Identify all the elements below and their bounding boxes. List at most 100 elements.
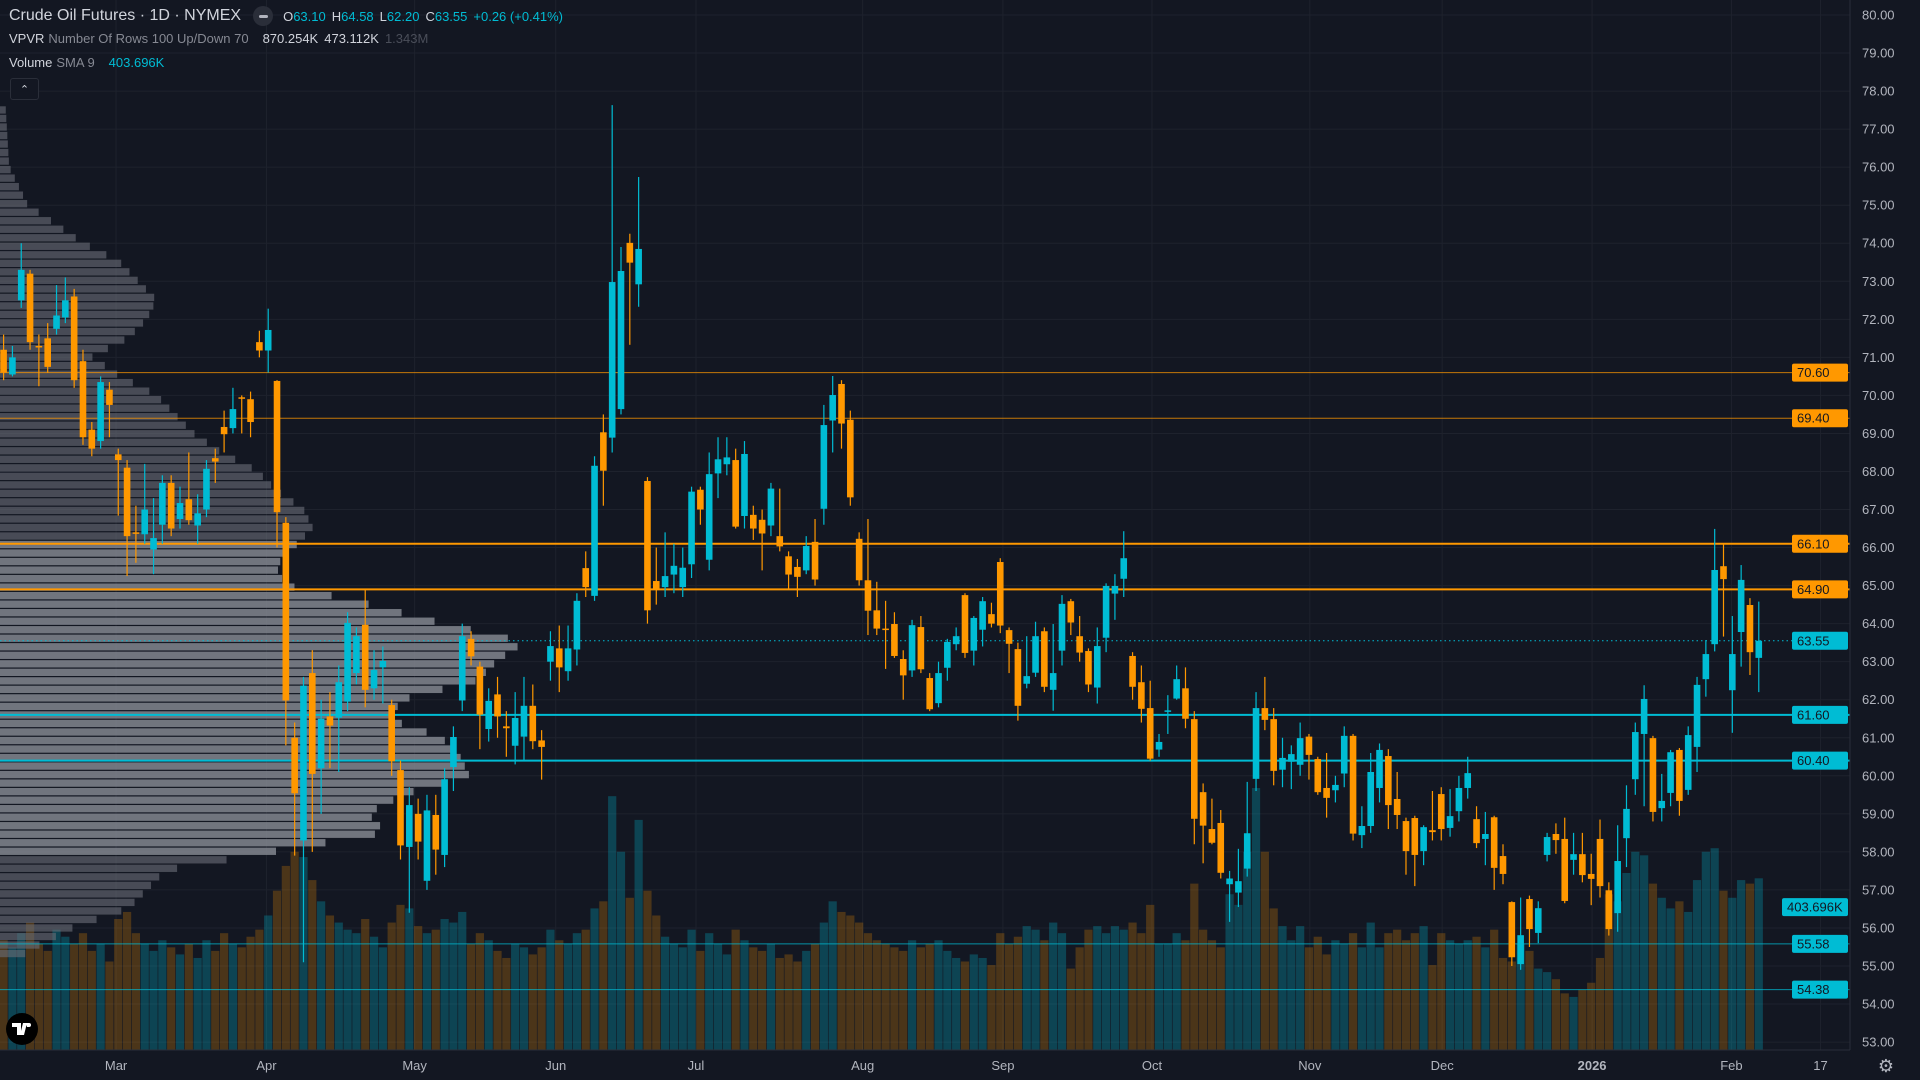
vpvr-legend[interactable]: VPVR Number Of Rows 100 Up/Down 70 870.2… (9, 31, 428, 46)
vpvr-row (0, 524, 313, 531)
volume-bar (1261, 852, 1269, 1050)
candle-body (300, 686, 307, 841)
line-price-tag: 61.60 (1792, 706, 1848, 724)
vpvr-row (0, 933, 56, 940)
volume-bar (317, 901, 325, 1050)
candle-body (1253, 708, 1260, 779)
vpvr-row (0, 370, 117, 377)
candle-body (1217, 823, 1224, 873)
time-tick-label: Nov (1298, 1058, 1322, 1073)
vpvr-row (0, 226, 63, 233)
price-tick-label: 70.00 (1862, 388, 1895, 403)
candle-body (397, 770, 404, 845)
volume-bar (264, 915, 272, 1050)
volume-bar (238, 947, 246, 1050)
candle-body (203, 469, 210, 510)
volume-bar (573, 933, 581, 1050)
price-tick-label: 54.00 (1862, 997, 1895, 1012)
price-tick-label: 76.00 (1862, 160, 1895, 175)
volume-bar (670, 944, 678, 1050)
candle-body (221, 427, 228, 434)
price-tick-label: 63.00 (1862, 654, 1895, 669)
volume-bar (105, 962, 113, 1051)
vpvr-row (0, 379, 133, 386)
line-price-tag: 64.90 (1792, 580, 1848, 598)
candle-body (1270, 719, 1277, 771)
candle (397, 761, 404, 860)
candle-body (1085, 651, 1092, 684)
vpvr-row (0, 422, 186, 429)
line-price-tag-text: 55.58 (1797, 936, 1830, 951)
vpvr-row (0, 856, 227, 863)
volume-bar (1711, 848, 1719, 1050)
vpvr-row (0, 601, 369, 608)
price-tick-label: 55.00 (1862, 959, 1895, 974)
minus-icon (259, 15, 268, 18)
candle-body (1500, 856, 1507, 874)
settings-gear-icon[interactable]: ⚙ (1876, 1056, 1896, 1076)
candle (997, 558, 1004, 633)
candle (27, 270, 34, 350)
tradingview-logo[interactable] (6, 1013, 38, 1045)
price-tick-label: 69.00 (1862, 426, 1895, 441)
volume-bar (414, 926, 422, 1050)
hide-legend-button[interactable] (253, 6, 273, 26)
candle-body (327, 716, 334, 725)
time-tick-label: Dec (1431, 1058, 1455, 1073)
vpvr-row (0, 865, 177, 872)
volume-sma-value: 403.696K (109, 55, 165, 70)
vpvr-row (0, 745, 453, 752)
candle-body (1641, 699, 1648, 734)
volume-bar (220, 933, 228, 1050)
candle-body (750, 515, 757, 529)
candle-body (1323, 788, 1330, 798)
candle-body (503, 726, 510, 728)
candle-body (1412, 818, 1419, 855)
vpvr-row (0, 618, 435, 625)
vpvr-row (0, 907, 121, 914)
candle-body (856, 539, 863, 580)
volume-bar (1384, 933, 1392, 1050)
candle-body (900, 659, 907, 675)
volume-bar (308, 880, 316, 1050)
close-value: 63.55 (435, 9, 468, 24)
volume-bar (1420, 926, 1428, 1050)
candle-body (186, 499, 193, 520)
volume-legend[interactable]: Volume SMA 9 403.696K (9, 55, 164, 70)
candle-body (1076, 636, 1083, 652)
line-price-tag: 54.38 (1792, 981, 1848, 999)
volume-bar (1278, 926, 1286, 1050)
volume-bar (626, 898, 634, 1050)
candle-body (1658, 801, 1665, 808)
close-label: C (425, 9, 434, 24)
candle-body (962, 595, 969, 653)
volume-bar (1746, 884, 1754, 1050)
collapse-legend-button[interactable]: ⌃ (10, 78, 39, 100)
time-tick-label: Oct (1142, 1058, 1163, 1073)
candle (591, 456, 598, 601)
candle-body (821, 425, 828, 509)
candle-body (362, 625, 369, 690)
volume-bar (979, 958, 987, 1050)
vpvr-row (0, 234, 76, 241)
candle-body (291, 738, 298, 794)
vpvr-row (0, 822, 380, 829)
volume-bar (679, 947, 687, 1050)
volume-bar (1296, 926, 1304, 1050)
volume-bar (1164, 944, 1172, 1050)
candle-body (847, 420, 854, 498)
candle-body (168, 483, 175, 529)
volume-bar (1658, 898, 1666, 1050)
volume-bar (158, 940, 166, 1050)
candle-body (406, 805, 413, 847)
candle-body (635, 249, 642, 284)
volume-bar (776, 958, 784, 1050)
candle-body (124, 468, 131, 536)
volume-bar (1508, 962, 1516, 1051)
price-tick-label: 71.00 (1862, 350, 1895, 365)
symbol-title[interactable]: Crude Oil Futures · 1D · NYMEX (9, 7, 241, 25)
volume-bar (1737, 880, 1745, 1050)
volume-bar (1049, 923, 1057, 1050)
price-tick-label: 58.00 (1862, 844, 1895, 859)
